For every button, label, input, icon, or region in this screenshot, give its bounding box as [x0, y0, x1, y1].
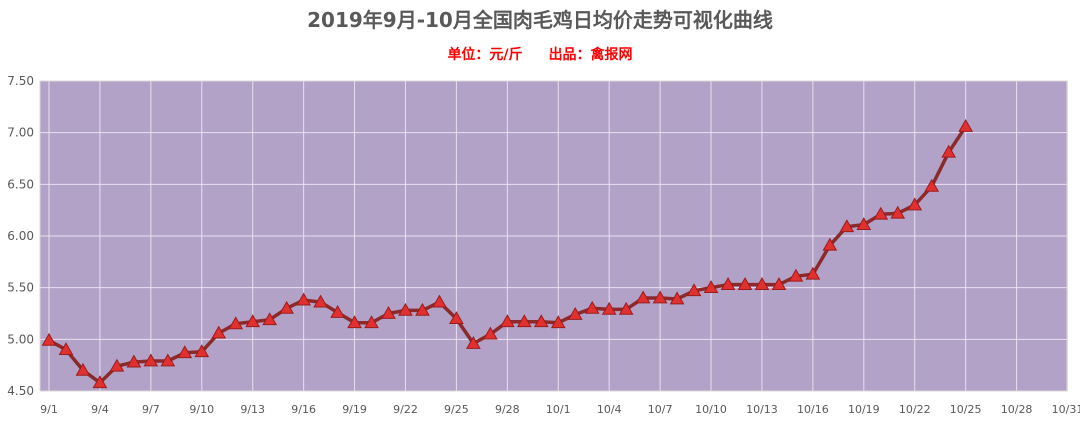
data-point-marker — [584, 300, 600, 314]
data-point-marker — [907, 197, 923, 211]
markers — [41, 118, 974, 389]
data-point-marker — [160, 353, 176, 367]
data-point-marker — [669, 291, 685, 305]
data-point-marker — [398, 302, 413, 316]
data-point-marker — [330, 304, 345, 318]
data-point-marker — [194, 344, 210, 358]
data-point-marker — [75, 362, 91, 376]
data-point-marker — [432, 294, 447, 308]
data-point-marker — [890, 205, 906, 219]
x-tick-label: 9/13 — [240, 403, 265, 416]
data-point-marker — [126, 354, 142, 368]
data-point-marker — [245, 314, 261, 328]
data-point-marker — [839, 219, 855, 233]
data-point-marker — [41, 332, 57, 346]
data-point-marker — [109, 358, 125, 372]
x-tick-label: 10/22 — [899, 403, 931, 416]
data-point-marker — [771, 277, 787, 290]
x-tick-label: 9/10 — [189, 403, 214, 416]
data-point-marker — [279, 300, 295, 314]
data-point-marker — [754, 277, 770, 290]
source-label: 出品：禽报网 — [548, 47, 633, 63]
x-tick-label: 9/4 — [91, 403, 109, 416]
chart-subtitle: 单位：元/斤 出品：禽报网 — [0, 44, 1080, 64]
data-point-marker — [822, 237, 838, 251]
data-point-marker — [720, 277, 736, 290]
x-tick-label: 10/4 — [597, 403, 622, 416]
y-tick-label: 4.50 — [7, 384, 34, 398]
data-point-marker — [415, 302, 430, 316]
x-tick-label: 10/31 — [1052, 403, 1080, 416]
data-point-marker — [941, 144, 957, 158]
data-point-marker — [228, 316, 244, 330]
data-point-marker — [873, 206, 889, 220]
x-tick-label: 10/1 — [546, 403, 571, 416]
data-point-marker — [737, 277, 753, 290]
y-tick-label: 6.50 — [7, 177, 34, 191]
data-point-marker — [296, 292, 311, 306]
data-point-marker — [516, 314, 532, 328]
x-tick-label: 9/22 — [393, 403, 418, 416]
axes: 4.50 5.00 5.50 6.00 6.50 7.00 7.50 9/1 9/4 9/7 9/1… — [7, 74, 1080, 416]
x-tick-label: 10/13 — [746, 403, 778, 416]
data-point-marker — [635, 290, 651, 304]
data-point-marker — [364, 315, 379, 329]
y-tick-label: 5.50 — [7, 281, 34, 295]
y-tick-label: 5.00 — [7, 332, 34, 346]
x-tick-label: 9/7 — [142, 403, 160, 416]
data-point-marker — [262, 312, 278, 326]
y-tick-label: 7.50 — [7, 74, 34, 88]
data-point-marker — [805, 266, 821, 280]
data-point-marker — [313, 294, 328, 308]
data-point-marker — [533, 314, 549, 328]
x-tick-label: 10/25 — [950, 403, 982, 416]
data-point-marker — [567, 307, 583, 320]
x-tick-label: 10/16 — [797, 403, 829, 416]
data-point-marker — [347, 315, 362, 329]
x-tick-label: 9/16 — [291, 403, 316, 416]
data-point-marker — [652, 290, 668, 304]
x-tick-label: 10/10 — [695, 403, 727, 416]
x-tick-label: 9/1 — [40, 403, 58, 416]
data-point-marker — [550, 315, 566, 329]
data-point-marker — [143, 353, 159, 367]
x-tick-label: 10/28 — [1001, 403, 1033, 416]
x-tick-label: 10/19 — [848, 403, 880, 416]
data-point-marker — [177, 345, 193, 359]
data-point-marker — [856, 217, 872, 231]
data-point-marker — [958, 118, 974, 132]
data-point-marker — [499, 314, 515, 328]
data-point-marker — [618, 301, 634, 315]
data-point-marker — [788, 268, 804, 282]
x-tick-label: 10/7 — [648, 403, 673, 416]
x-tick-label: 9/25 — [444, 403, 469, 416]
data-point-marker — [381, 305, 396, 319]
data-point-marker — [92, 375, 108, 389]
data-point-marker — [449, 311, 464, 325]
data-point-marker — [924, 178, 940, 192]
data-point-marker — [601, 301, 617, 315]
data-point-marker — [466, 335, 481, 349]
x-tick-label: 9/28 — [495, 403, 520, 416]
unit-label: 单位：元/斤 — [447, 47, 523, 63]
x-tick-label: 9/19 — [342, 403, 367, 416]
y-tick-label: 7.00 — [7, 126, 34, 140]
data-point-marker — [686, 283, 702, 297]
data-point-marker — [211, 325, 227, 339]
data-point-marker — [482, 326, 498, 340]
plot-border — [39, 80, 1068, 392]
data-point-marker — [703, 280, 719, 294]
chart-title: 2019年9月-10月全国肉毛鸡日均价走势可视化曲线 — [307, 8, 773, 32]
y-tick-label: 6.00 — [7, 229, 34, 243]
data-point-marker — [58, 342, 74, 356]
